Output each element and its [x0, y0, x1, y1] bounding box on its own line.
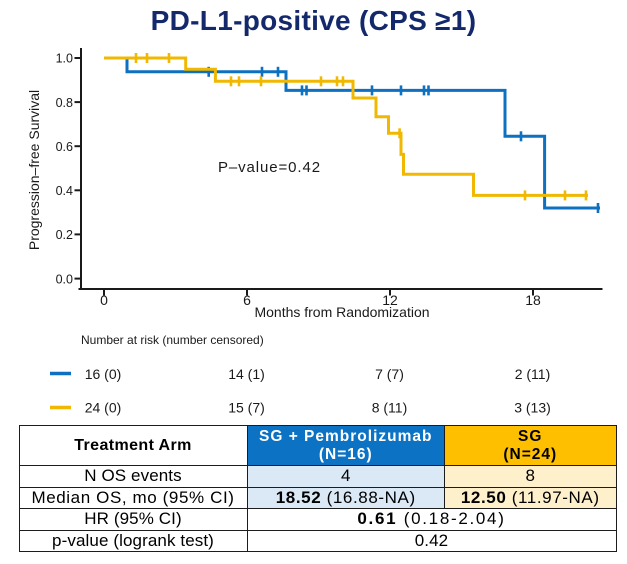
- svg-text:12: 12: [382, 292, 398, 308]
- svg-text:Number at risk (number censore: Number at risk (number censored): [81, 333, 264, 347]
- svg-text:15 (7): 15 (7): [228, 400, 265, 416]
- svg-text:8 (11): 8 (11): [372, 400, 408, 416]
- svg-text:7 (7): 7 (7): [375, 366, 404, 382]
- svg-text:6: 6: [243, 292, 251, 308]
- svg-text:Progression–free Survival: Progression–free Survival: [26, 90, 42, 250]
- svg-text:0.2: 0.2: [56, 228, 73, 242]
- svg-text:0.6: 0.6: [56, 140, 73, 154]
- svg-text:2 (11): 2 (11): [515, 366, 551, 382]
- svg-text:0.0: 0.0: [56, 272, 73, 286]
- svg-text:18: 18: [525, 292, 541, 308]
- svg-text:0: 0: [100, 292, 108, 308]
- svg-text:3 (13): 3 (13): [514, 400, 551, 416]
- svg-text:0.8: 0.8: [56, 96, 73, 110]
- svg-text:0.4: 0.4: [56, 184, 73, 198]
- svg-text:1.0: 1.0: [56, 52, 73, 66]
- svg-text:16 (0): 16 (0): [85, 366, 122, 382]
- svg-text:24 (0): 24 (0): [85, 400, 122, 416]
- svg-text:P–value=0.42: P–value=0.42: [218, 159, 321, 176]
- svg-text:Months from Randomization: Months from Randomization: [254, 304, 429, 320]
- svg-text:14 (1): 14 (1): [228, 366, 265, 382]
